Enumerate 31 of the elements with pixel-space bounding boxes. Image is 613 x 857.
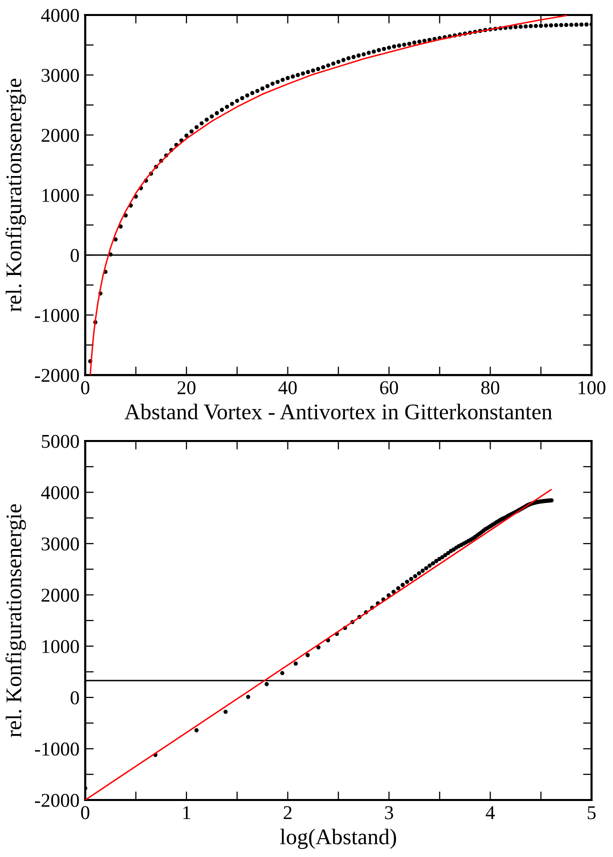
y-tick-label: 3000 — [42, 68, 79, 82]
x-tick-label: 40 — [278, 381, 297, 394]
y-tick-label: 5000 — [42, 434, 79, 448]
y-tick-label: -2000 — [35, 794, 79, 807]
y-tick-label: -1000 — [35, 308, 79, 322]
y-axis-title: rel. Konfigurationsenergie — [6, 78, 26, 312]
x-tick-label: 100 — [578, 381, 606, 394]
y-tick-label: 1000 — [42, 188, 79, 202]
y-axis-title: rel. Konfigurationsenergie — [6, 504, 26, 738]
x-axis-title: log(Abstand) — [280, 828, 396, 849]
x-tick-label: 0 — [81, 806, 90, 820]
y-tick-label: 4000 — [41, 486, 79, 500]
y-tick-label: 0 — [70, 248, 79, 262]
x-tick-label: 5 — [588, 806, 596, 820]
x-axis-title: Abstand Vortex - Antivortex in Gitterkonstanten — [124, 404, 552, 420]
x-tick-label: 4 — [486, 806, 495, 820]
x-tick-label: 0 — [81, 381, 90, 394]
y-tick-label: 0 — [70, 691, 79, 704]
y-tick-label: 1000 — [42, 640, 79, 654]
x-tick-label: 60 — [380, 381, 398, 394]
x-tick-label: 1 — [183, 806, 190, 820]
x-tick-label: 3 — [385, 806, 394, 820]
y-tick-label: -2000 — [35, 368, 79, 382]
y-tick-label: 2000 — [42, 128, 79, 142]
y-tick-label: 4000 — [41, 8, 79, 22]
y-tick-label: 2000 — [42, 588, 79, 602]
y-tick-label: 3000 — [42, 537, 79, 551]
x-tick-label: 2 — [284, 806, 292, 820]
x-tick-label: 80 — [481, 381, 500, 394]
y-tick-label: -1000 — [35, 742, 79, 756]
x-tick-label: 20 — [178, 381, 196, 394]
